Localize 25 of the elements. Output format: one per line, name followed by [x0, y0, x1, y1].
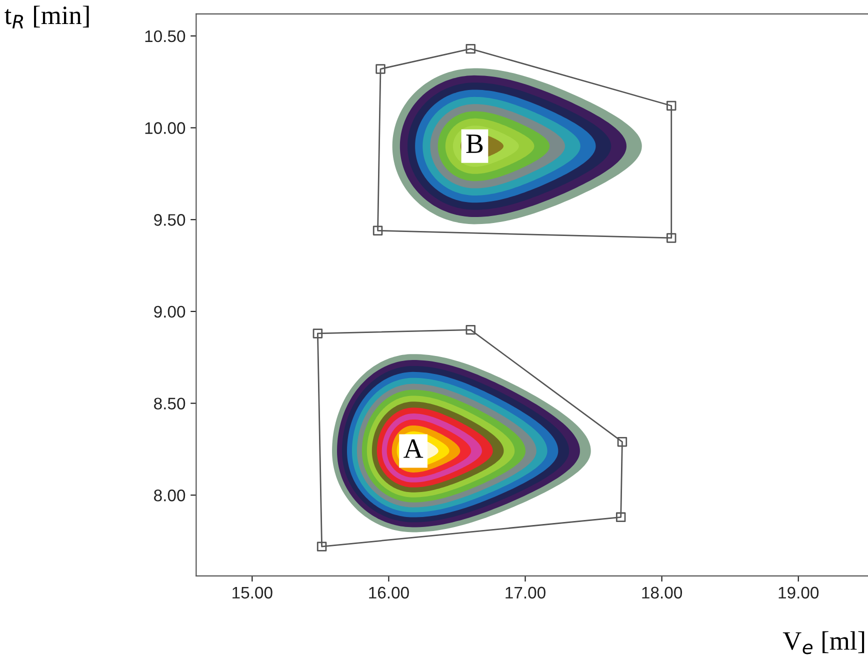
point	[666, 233, 676, 243]
y-tick-label: 9.50	[154, 214, 186, 226]
point	[316, 542, 327, 552]
annotation: B	[466, 134, 483, 153]
point	[376, 64, 386, 74]
point	[466, 44, 476, 54]
x-tick-label: 17.00	[506, 586, 546, 599]
x-tick-label: 15.00	[232, 586, 272, 599]
x-tick-label: 18.00	[642, 586, 682, 599]
y-tick-label: 8.00	[154, 490, 186, 502]
x-axis-title: V$_{e}$ [ml]	[782, 631, 864, 654]
point	[372, 226, 383, 236]
point	[666, 100, 676, 111]
y-tick-label: 8.50	[154, 398, 186, 410]
y-tick-label: 10.50	[145, 30, 186, 42]
point	[312, 328, 323, 338]
y-tick-label: 10.00	[145, 122, 186, 134]
point	[616, 512, 626, 522]
annotation: A	[404, 439, 424, 458]
y-tick-label: 9.00	[154, 306, 186, 318]
x-tick-label: 16.00	[369, 586, 409, 599]
y-axis-title: t$_{R}$ [min]	[4, 6, 89, 28]
x-tick-label: 19.00	[778, 586, 819, 599]
point	[617, 436, 628, 447]
point	[466, 324, 476, 335]
